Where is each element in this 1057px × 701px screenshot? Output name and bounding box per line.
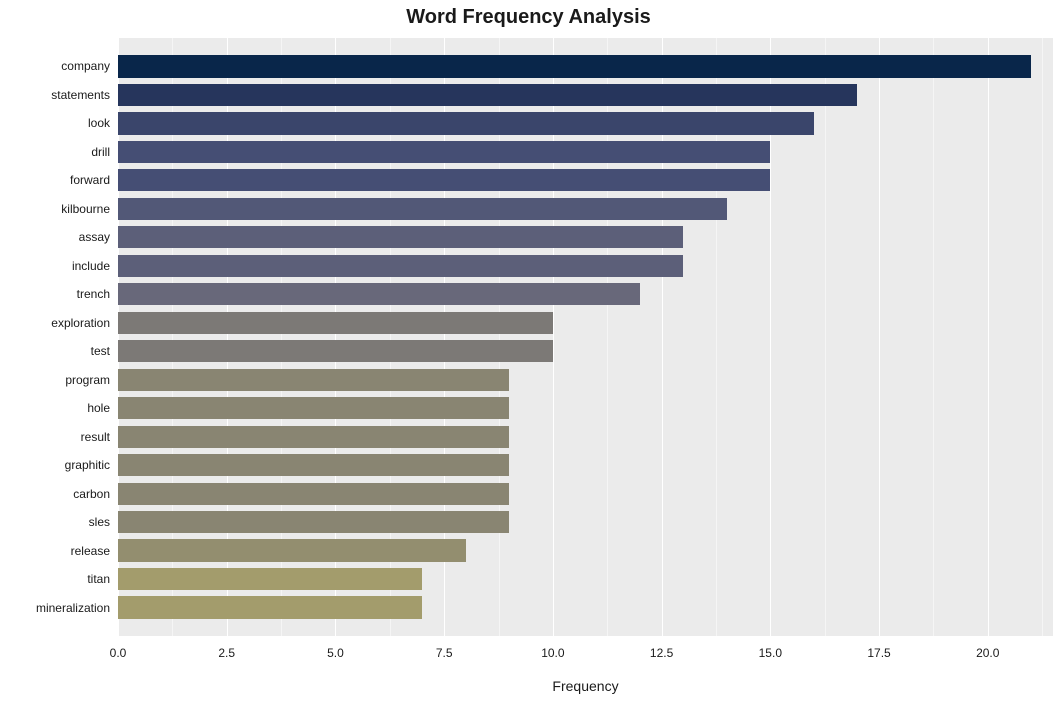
- bar: [118, 255, 683, 277]
- bar: [118, 169, 770, 191]
- y-tick-label: program: [65, 373, 110, 387]
- y-tick-label: release: [71, 544, 110, 558]
- bar: [118, 426, 509, 448]
- bar: [118, 454, 509, 476]
- bar: [118, 84, 857, 106]
- gridline-minor: [1042, 38, 1043, 636]
- x-tick-label: 2.5: [218, 646, 235, 660]
- y-tick-label: test: [91, 344, 110, 358]
- y-tick-label: look: [88, 116, 110, 130]
- gridline-major: [988, 38, 989, 636]
- y-tick-label: drill: [91, 145, 110, 159]
- bar: [118, 568, 422, 590]
- chart-title: Word Frequency Analysis: [0, 6, 1057, 29]
- y-tick-label: titan: [87, 572, 110, 586]
- y-tick-label: forward: [70, 173, 110, 187]
- x-tick-label: 0.0: [110, 646, 127, 660]
- y-tick-label: mineralization: [36, 601, 110, 615]
- x-axis-label: Frequency: [118, 678, 1053, 694]
- bar: [118, 226, 683, 248]
- gridline-minor: [933, 38, 934, 636]
- gridline-minor: [825, 38, 826, 636]
- x-tick-label: 10.0: [541, 646, 564, 660]
- bar: [118, 55, 1031, 77]
- x-tick-label: 12.5: [650, 646, 673, 660]
- y-tick-label: sles: [89, 515, 110, 529]
- y-tick-label: exploration: [51, 316, 110, 330]
- bar: [118, 312, 553, 334]
- y-tick-label: assay: [79, 230, 110, 244]
- plot-area: [118, 38, 1053, 636]
- y-tick-label: result: [81, 430, 110, 444]
- y-tick-label: company: [61, 59, 110, 73]
- y-tick-label: hole: [87, 401, 110, 415]
- y-tick-label: statements: [51, 88, 110, 102]
- x-tick-label: 7.5: [436, 646, 453, 660]
- bar: [118, 369, 509, 391]
- bar: [118, 283, 640, 305]
- bar: [118, 539, 466, 561]
- bar: [118, 141, 770, 163]
- bar: [118, 397, 509, 419]
- y-tick-label: graphitic: [65, 458, 110, 472]
- y-tick-label: kilbourne: [61, 202, 110, 216]
- y-tick-label: carbon: [73, 487, 110, 501]
- y-tick-label: include: [72, 259, 110, 273]
- bar: [118, 596, 422, 618]
- x-tick-label: 20.0: [976, 646, 999, 660]
- bar: [118, 340, 553, 362]
- y-tick-label: trench: [77, 287, 110, 301]
- bar: [118, 198, 727, 220]
- bar: [118, 483, 509, 505]
- x-tick-label: 5.0: [327, 646, 344, 660]
- bar: [118, 511, 509, 533]
- x-tick-label: 17.5: [867, 646, 890, 660]
- bar: [118, 112, 814, 134]
- word-frequency-chart: Word Frequency Analysis Frequency compan…: [0, 0, 1057, 701]
- x-tick-label: 15.0: [759, 646, 782, 660]
- gridline-major: [879, 38, 880, 636]
